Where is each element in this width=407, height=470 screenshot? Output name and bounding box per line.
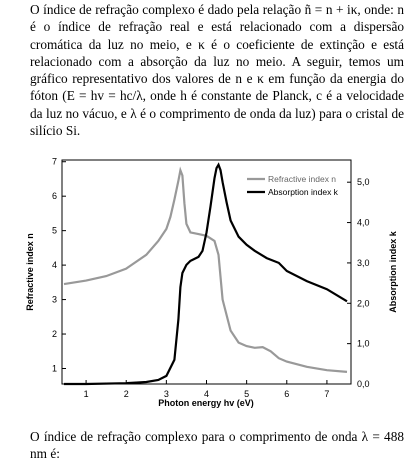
question-paragraph: O índice de refração complexo para o com… [30,429,404,462]
refractive-index-line [63,166,348,373]
left-tick-label-6: 7 [52,157,57,167]
right-tick-label-5: 5,0 [357,177,370,187]
x-tick-label-3: 4 [204,389,209,399]
left-axis-ticks: 1 2 3 4 5 6 7 [52,157,66,373]
right-axis-ticks: 0,0 1,0 2,0 3,0 4,0 5,0 [347,177,370,389]
right-axis-label: Absorption index k [388,230,398,313]
right-tick-label-1: 1,0 [357,339,370,349]
intro-paragraph: O índice de refração complexo é dado pel… [30,2,404,139]
x-tick-label-0: 1 [84,389,89,399]
left-tick-label-3: 4 [52,260,57,270]
left-tick-label-2: 3 [52,295,57,305]
x-tick-label-1: 2 [124,389,129,399]
left-tick-label-1: 2 [52,329,57,339]
right-tick-label-4: 4,0 [357,218,370,228]
right-tick-label-2: 2,0 [357,298,370,308]
right-tick-label-3: 3,0 [357,258,370,268]
absorption-index-line [64,162,348,386]
legend: Refractive index n Absorption index k [247,174,339,197]
legend-label-refractive: Refractive index n [268,174,336,184]
silicon-optical-constants-chart: 1 2 3 4 5 6 7 1 2 3 4 5 6 7 0,0 1,0 2,0 3,0 4,0 5,0 Refra… [25,157,398,408]
x-tick-label-4: 5 [244,389,249,399]
x-axis-ticks: 1 2 3 4 5 6 7 [84,380,329,399]
left-axis-label: Refractive index n [25,233,35,311]
left-tick-label-0: 1 [52,363,57,373]
x-tick-label-6: 7 [324,389,329,399]
left-tick-label-5: 6 [52,191,57,201]
x-axis-label: Photon energy hv (eV) [158,398,254,408]
x-tick-label-5: 6 [284,389,289,399]
left-tick-label-4: 5 [52,226,57,236]
legend-label-absorption: Absorption index k [268,187,339,197]
right-tick-label-0: 0,0 [357,379,370,389]
x-tick-label-2: 3 [164,389,169,399]
